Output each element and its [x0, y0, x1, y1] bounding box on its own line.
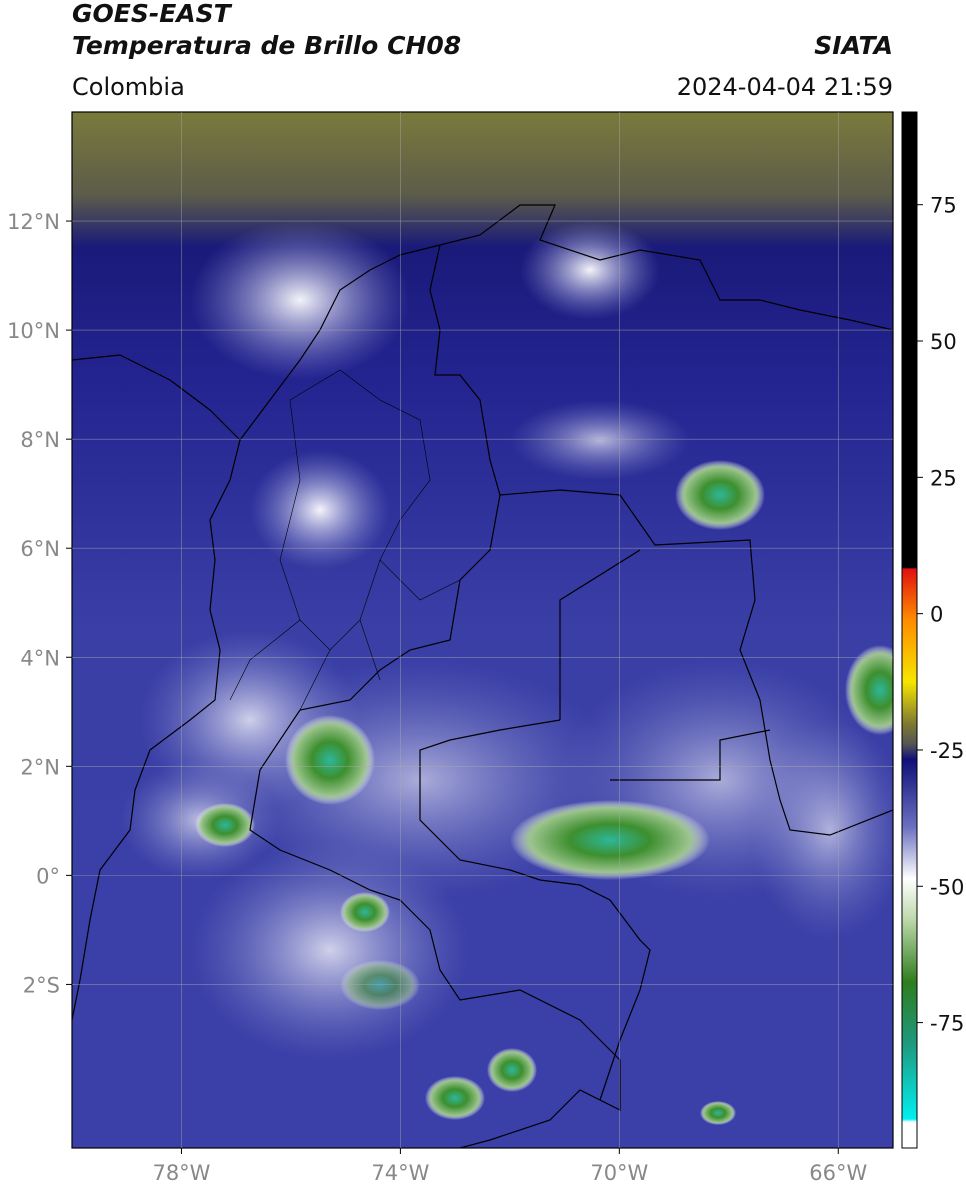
colorbar-tick-label: 0 — [930, 603, 943, 627]
colorbar-tick-label: -75 — [930, 1012, 964, 1036]
colorbar-tick-label: 50 — [930, 330, 957, 354]
y-tick-label: 0° — [36, 864, 60, 888]
x-tick-label: 74°W — [371, 1161, 429, 1185]
y-tick-label: 4°N — [20, 646, 60, 670]
colorbar — [901, 111, 918, 1149]
subtitle: Temperatura de Brillo CH08 — [72, 31, 461, 60]
y-tick-label: 12°N — [7, 210, 60, 234]
region: Colombia — [72, 73, 185, 101]
colorbar-tick-label: -25 — [930, 739, 964, 763]
y-tick-label: 6°N — [20, 537, 60, 561]
y-tick-label: 10°N — [7, 319, 60, 343]
map-frame — [71, 111, 894, 1149]
x-tick-label: 70°W — [590, 1161, 648, 1185]
source: SIATA — [814, 31, 893, 60]
colorbar-tick-label: 25 — [930, 466, 957, 490]
timestamp: 2024-04-04 21:59 — [677, 73, 893, 101]
x-tick-label: 78°W — [152, 1161, 210, 1185]
title: GOES-EAST — [72, 0, 233, 28]
y-tick-label: 2°N — [20, 755, 60, 779]
y-tick-label: 8°N — [20, 428, 60, 452]
colorbar-tick-label: 75 — [930, 194, 957, 218]
colorbar-tick-label: -50 — [930, 875, 964, 899]
satellite-image — [72, 112, 893, 1148]
y-tick-label: 2°S — [23, 973, 60, 997]
x-tick-label: 66°W — [809, 1161, 867, 1185]
